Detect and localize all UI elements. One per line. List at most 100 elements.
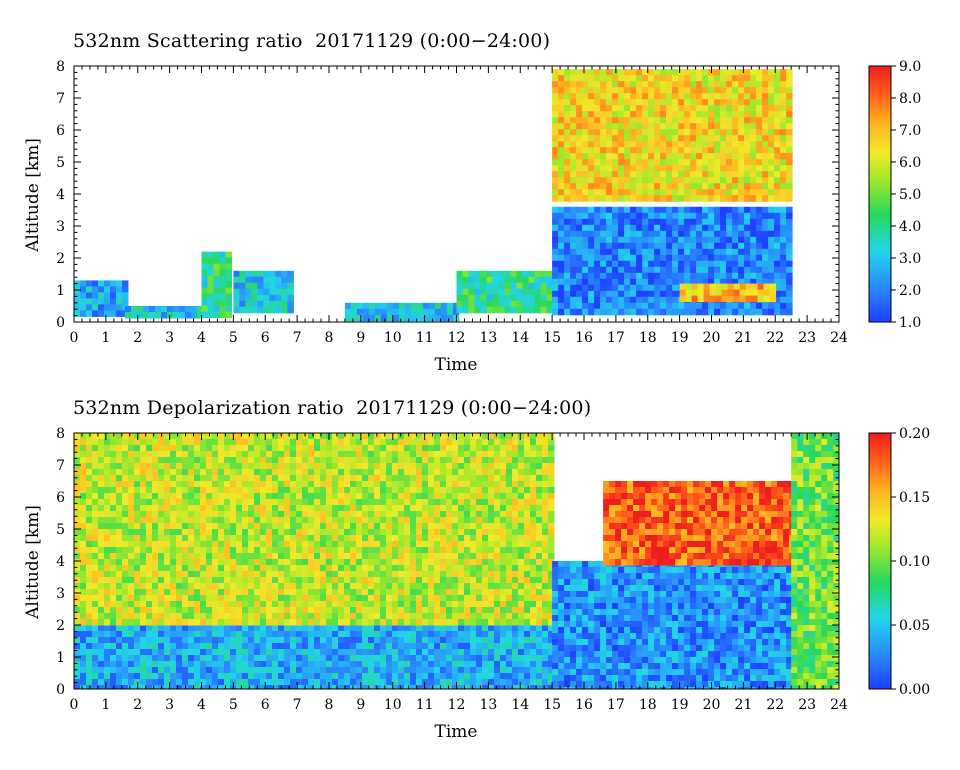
heatmap-cell <box>206 463 213 470</box>
heatmap-cell <box>600 224 607 232</box>
heatmap-cell <box>690 117 697 124</box>
heatmap-cell <box>654 212 661 220</box>
heatmap-cell <box>600 230 607 238</box>
heatmap-cell <box>582 129 589 136</box>
heatmap-cell <box>104 679 111 686</box>
heatmap-cell <box>254 541 261 548</box>
heatmap-cell <box>218 517 225 524</box>
heatmap-cell <box>314 469 321 476</box>
heatmap-cell <box>536 655 543 662</box>
heatmap-cell <box>744 69 751 76</box>
heatmap-cell <box>494 529 501 536</box>
heatmap-cell <box>362 308 370 316</box>
heatmap-cell <box>630 266 637 274</box>
heatmap-cell <box>344 499 351 506</box>
heatmap-cell <box>708 159 715 166</box>
heatmap-cell <box>500 547 507 554</box>
heatmap-cell <box>230 499 237 506</box>
heatmap-cell <box>146 685 153 689</box>
heatmap-cell <box>410 302 418 310</box>
heatmap-cell <box>104 661 111 668</box>
heatmap-cell <box>176 529 183 536</box>
heatmap-cell <box>404 302 412 310</box>
heatmap-cell <box>338 661 345 668</box>
heatmap-cell <box>344 535 351 542</box>
heatmap-cell <box>176 499 183 506</box>
heatmap-cell <box>594 75 601 82</box>
heatmap-cell <box>212 505 219 512</box>
heatmap-cell <box>720 153 727 160</box>
heatmap-cell <box>738 99 745 106</box>
heatmap-cell <box>224 637 231 644</box>
heatmap-cell <box>582 183 589 190</box>
heatmap-cell <box>468 288 475 296</box>
heatmap-cell <box>756 153 763 160</box>
heatmap-cell <box>98 625 105 632</box>
heatmap-cell <box>176 661 183 668</box>
heatmap-cell <box>86 685 93 689</box>
heatmap-cell <box>86 517 93 524</box>
heatmap-cell <box>618 236 625 244</box>
heatmap-cell <box>116 463 123 470</box>
heatmap-cell <box>636 224 643 232</box>
heatmap-cell <box>374 314 382 322</box>
heatmap-cell <box>212 529 219 536</box>
heatmap-cell <box>786 236 793 244</box>
heatmap-cell <box>176 505 183 512</box>
heatmap-cell <box>440 625 447 632</box>
heatmap-cell <box>248 547 255 554</box>
heatmap-cell <box>206 499 213 506</box>
heatmap-cell <box>392 529 399 536</box>
heatmap-cell <box>92 685 99 689</box>
heatmap-cell <box>506 493 513 500</box>
heatmap-cell <box>398 559 405 566</box>
heatmap-cell <box>110 511 117 518</box>
heatmap-cell <box>128 679 135 686</box>
heatmap-cell <box>206 673 213 680</box>
heatmap-cell <box>182 529 189 536</box>
heatmap-cell <box>548 469 555 476</box>
heatmap-cell <box>398 487 405 494</box>
heatmap-cell <box>248 523 255 530</box>
heatmap-cell <box>332 475 339 482</box>
heatmap-cell <box>116 310 123 317</box>
heatmap-cell <box>344 517 351 524</box>
heatmap-cell <box>320 625 327 632</box>
heatmap-cell <box>548 529 555 536</box>
heatmap-cell <box>410 625 417 632</box>
heatmap-cell <box>182 451 189 458</box>
heatmap-cell <box>218 487 225 494</box>
heatmap-cell <box>530 637 537 644</box>
heatmap-cell <box>600 266 607 274</box>
heatmap-cell <box>696 266 703 274</box>
heatmap-cell <box>404 637 411 644</box>
x-tick-label: 16 <box>575 330 593 346</box>
heatmap-cell <box>428 499 435 506</box>
heatmap-cell <box>140 481 147 488</box>
heatmap-cell <box>314 511 321 518</box>
heatmap-cell <box>702 87 709 94</box>
heatmap-cell <box>213 275 220 283</box>
heatmap-cell <box>134 511 141 518</box>
heatmap-cell <box>110 493 117 500</box>
heatmap-cell <box>122 649 129 656</box>
heatmap-cell <box>756 117 763 124</box>
heatmap-cell <box>552 165 559 172</box>
heatmap-cell <box>176 451 183 458</box>
heatmap-cell <box>480 294 487 302</box>
heatmap-cell <box>446 451 453 458</box>
heatmap-cell <box>708 272 715 280</box>
heatmap-cell <box>266 439 273 446</box>
heatmap-cell <box>92 499 99 506</box>
heatmap-cell <box>750 177 757 184</box>
heatmap-cell <box>213 311 220 319</box>
heatmap-cell <box>684 81 691 88</box>
heatmap-cell <box>266 625 273 632</box>
heatmap-cell <box>738 230 745 238</box>
heatmap-cell <box>780 93 787 100</box>
heatmap-cell <box>188 661 195 668</box>
heatmap-cell <box>344 302 352 310</box>
heatmap-cell <box>134 487 141 494</box>
heatmap-cell <box>697 289 705 297</box>
heatmap-cell <box>506 655 513 662</box>
